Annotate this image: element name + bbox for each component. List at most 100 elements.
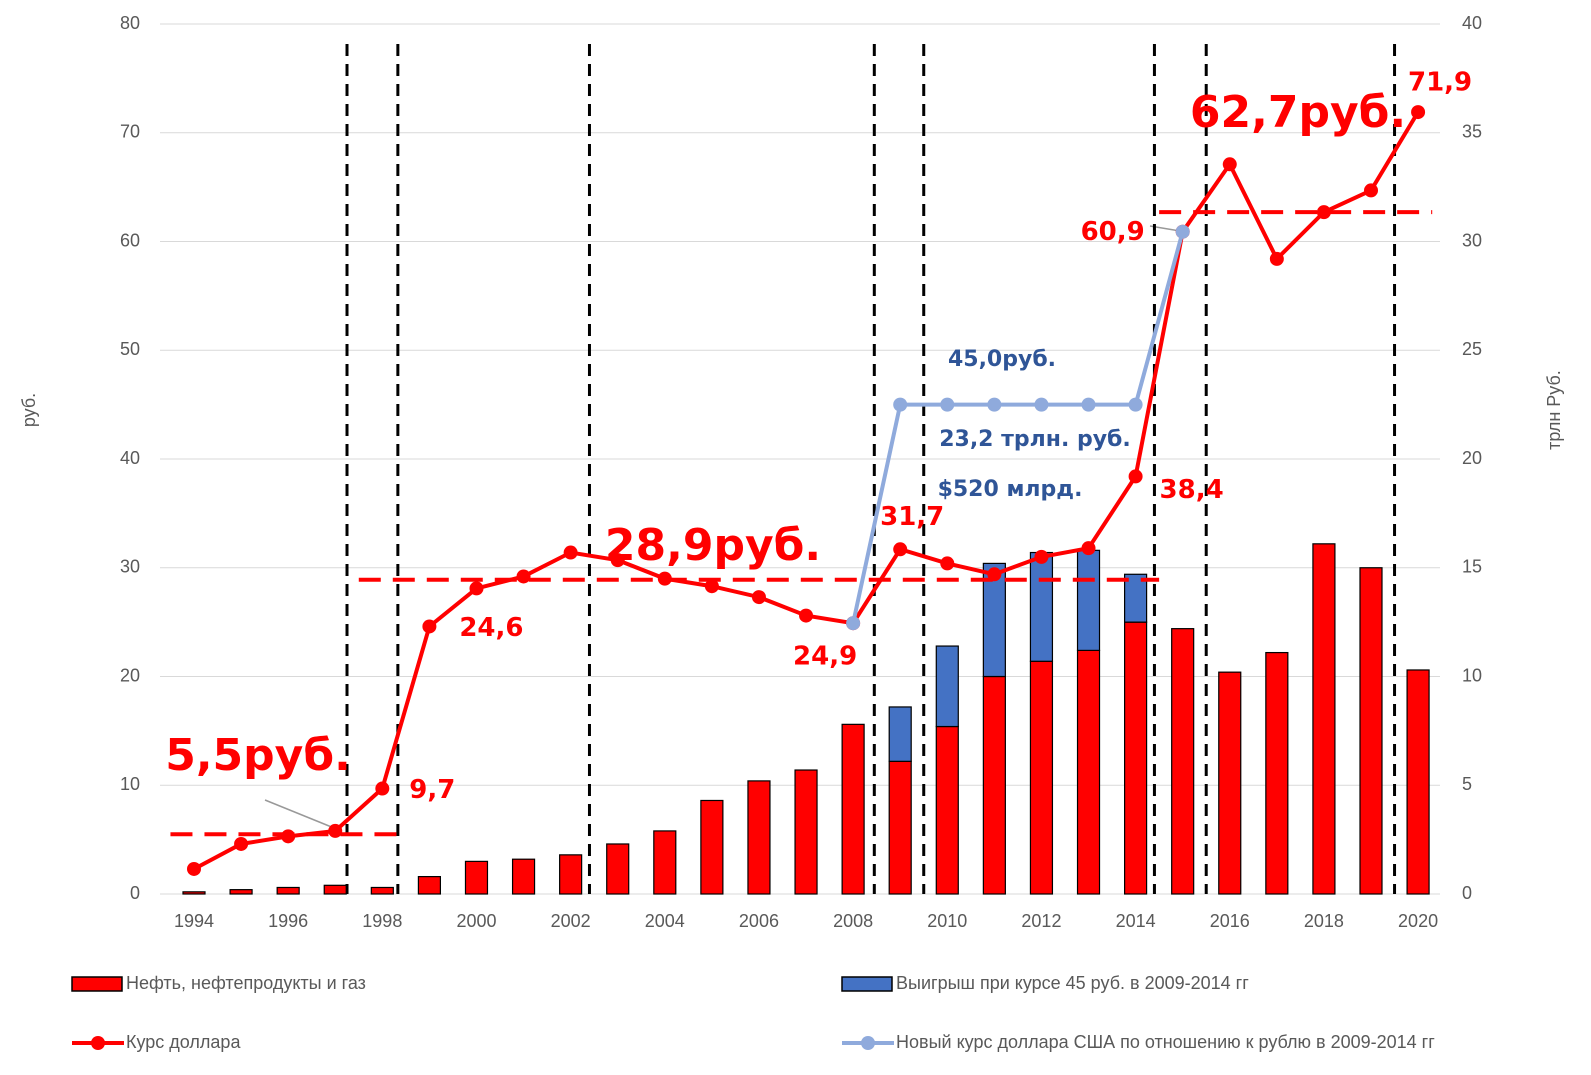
x-tick-label: 2016: [1210, 911, 1250, 931]
bar: [1265, 651, 1289, 895]
bar: [841, 723, 865, 895]
line-marker: [846, 616, 861, 631]
annotation: $520 млрд.: [938, 477, 1083, 502]
data-label: 31,7: [880, 502, 944, 532]
leader-line: [264, 799, 335, 829]
line-marker: [1081, 397, 1096, 412]
y-tick-label: 80: [120, 13, 140, 33]
bar: [464, 860, 489, 895]
bar: [606, 843, 630, 895]
bar: [511, 858, 536, 895]
legend-swatch: [91, 1036, 105, 1050]
line-marker: [657, 571, 672, 586]
x-tick-label: 2002: [551, 911, 591, 931]
line-marker: [469, 581, 484, 596]
y2-tick-label: 10: [1462, 665, 1482, 685]
legend-swatch: [861, 1036, 875, 1050]
line-marker: [1222, 157, 1237, 172]
line-marker: [893, 397, 908, 412]
line-marker: [799, 608, 814, 623]
line-marker: [987, 567, 1002, 582]
bar: [323, 884, 347, 895]
line-marker: [1411, 105, 1426, 120]
y2-tick-label: 0: [1462, 883, 1472, 903]
y-tick-label: 10: [120, 774, 140, 794]
x-tick-label: 1994: [174, 911, 214, 931]
bar: [1312, 543, 1336, 895]
line-marker: [234, 836, 249, 851]
bar: [559, 854, 583, 895]
y2-tick-label: 15: [1462, 557, 1482, 577]
y-axis-label: руб.: [19, 393, 39, 427]
average-label: 5,5руб.: [165, 730, 351, 781]
bar: [1123, 573, 1148, 623]
line-marker: [751, 590, 766, 605]
line-marker: [1081, 541, 1096, 556]
x-tick-label: 2020: [1398, 911, 1438, 931]
average-label: 62,7руб.: [1190, 87, 1406, 138]
legend-swatch: [71, 976, 123, 992]
bar: [1029, 551, 1054, 662]
line-marker: [516, 569, 531, 584]
line: [851, 231, 1185, 624]
x-tick-label: 2004: [645, 911, 685, 931]
data-label: 24,6: [459, 613, 523, 643]
data-label: 24,9: [793, 642, 857, 672]
y-tick-label: 0: [130, 883, 140, 903]
bar: [229, 889, 253, 895]
bar: [417, 875, 441, 895]
y-tick-label: 30: [120, 557, 140, 577]
y2-tick-label: 35: [1462, 122, 1482, 142]
legend-label: Нефть, нефтепродукты и газ: [126, 973, 366, 993]
bar: [370, 886, 394, 895]
data-label: 38,4: [1160, 475, 1224, 505]
bar: [888, 706, 912, 762]
y2-tick-label: 5: [1462, 774, 1472, 794]
bar: [888, 760, 912, 895]
y-tick-label: 20: [120, 665, 140, 685]
x-tick-label: 2014: [1116, 911, 1156, 931]
bar: [935, 725, 959, 895]
line-marker: [1316, 205, 1331, 220]
bar: [1171, 628, 1195, 895]
annotation: 23,2 трлн. руб.: [939, 427, 1131, 452]
line-marker: [563, 545, 578, 560]
y-tick-label: 40: [120, 448, 140, 468]
bar: [700, 799, 724, 895]
bar: [1029, 660, 1054, 895]
annotation: 45,0руб.: [948, 347, 1056, 372]
bar: [1406, 669, 1430, 895]
line-marker: [1269, 251, 1284, 266]
x-tick-label: 2010: [927, 911, 967, 931]
line-marker: [1364, 183, 1378, 198]
line-marker: [1034, 397, 1049, 412]
line-marker: [328, 823, 343, 838]
x-tick-label: 2008: [833, 911, 873, 931]
line-marker: [940, 556, 955, 571]
line-marker: [704, 579, 719, 594]
data-label: 9,7: [409, 775, 455, 805]
y2-tick-label: 25: [1462, 339, 1482, 359]
bar: [747, 780, 771, 895]
y-tick-label: 70: [120, 122, 140, 142]
bar: [1359, 567, 1383, 895]
x-tick-label: 1996: [268, 911, 308, 931]
y2-tick-label: 20: [1462, 448, 1482, 468]
line-marker: [1175, 224, 1190, 239]
y2-tick-label: 40: [1462, 13, 1482, 33]
bar: [276, 886, 300, 895]
bar: [935, 645, 959, 728]
bar: [982, 562, 1006, 678]
data-label: 60,9: [1081, 217, 1145, 247]
data-label: 71,9: [1408, 68, 1472, 98]
legend-label: Новый курс доллара США по отношению к ру…: [896, 1032, 1435, 1052]
line-marker: [375, 781, 390, 796]
line-marker: [987, 397, 1002, 412]
x-tick-label: 2006: [739, 911, 779, 931]
line-marker: [187, 861, 201, 876]
x-tick-label: 2018: [1304, 911, 1344, 931]
legend-label: Выигрыш при курсе 45 руб. в 2009-2014 гг: [896, 973, 1249, 993]
legend-swatch: [841, 976, 893, 992]
x-tick-label: 2000: [456, 911, 496, 931]
